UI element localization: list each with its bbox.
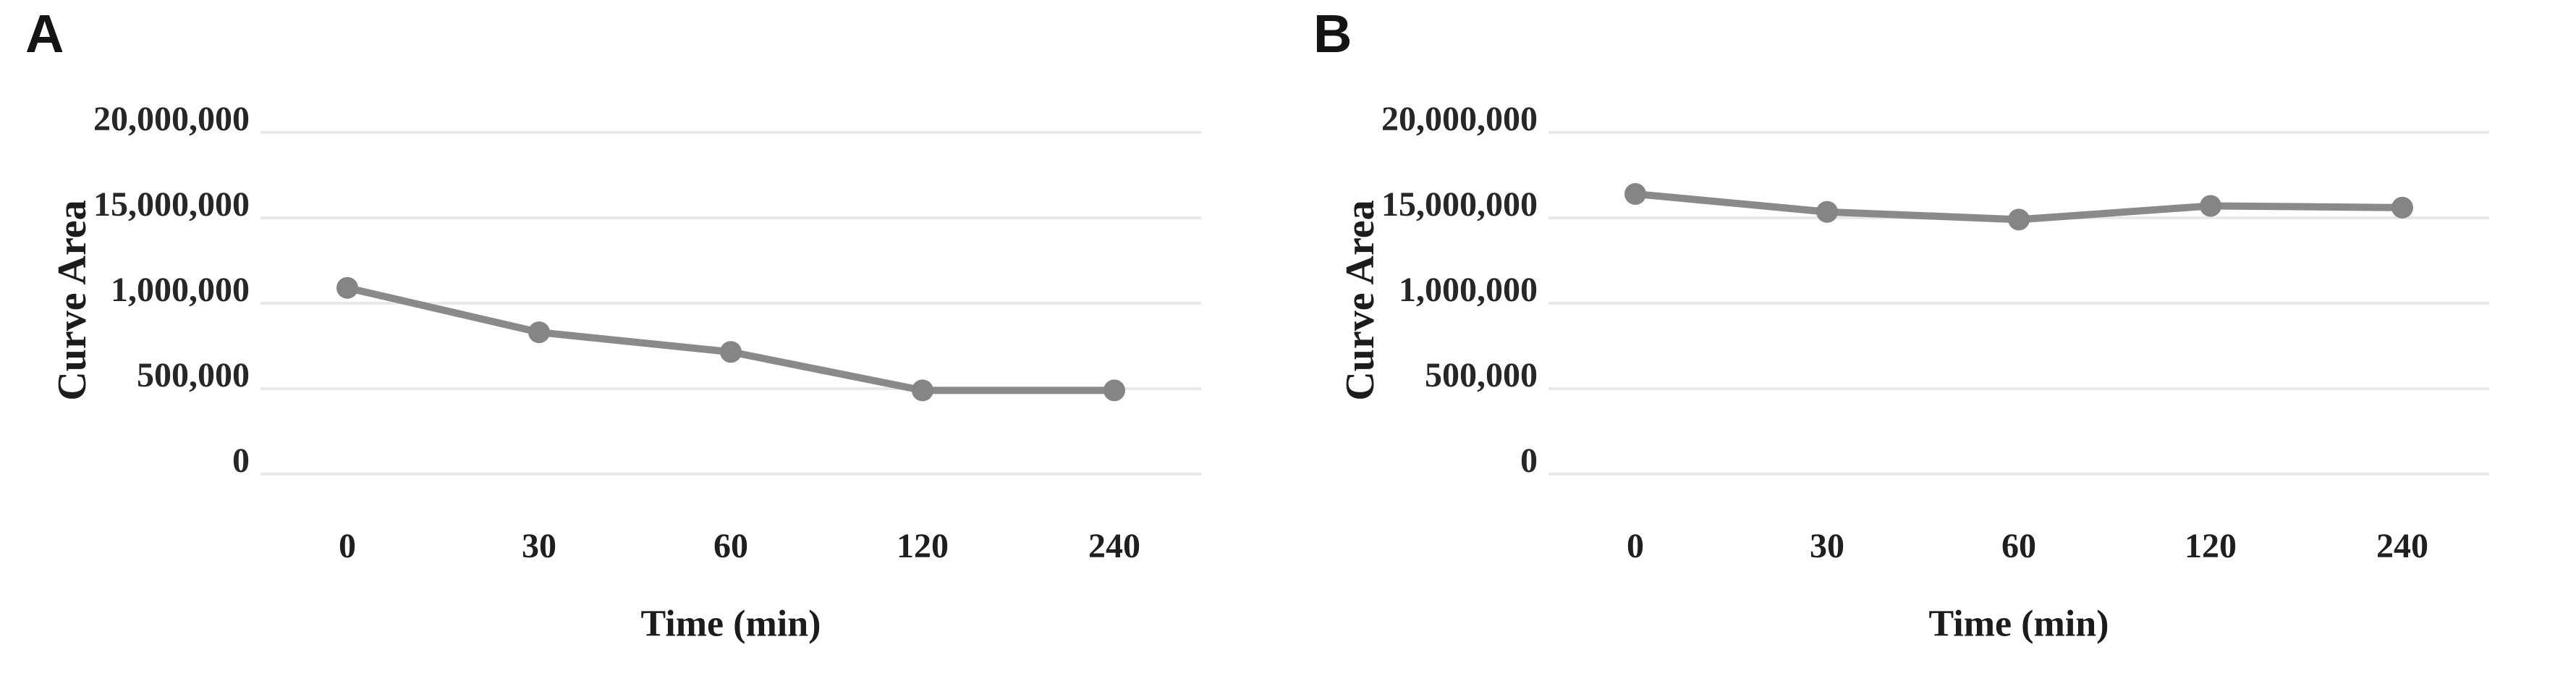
data-point-marker bbox=[2008, 208, 2030, 231]
x-axis-tick-label: 240 bbox=[1088, 527, 1140, 565]
y-axis-tick-label: 20,000,000 bbox=[93, 100, 250, 138]
x-axis-tick-label: 60 bbox=[2001, 527, 2036, 565]
y-axis-tick-label: 1,000,000 bbox=[111, 271, 250, 309]
x-axis-tick-label: 120 bbox=[2185, 527, 2237, 565]
panel-b-chart-svg bbox=[1548, 131, 2489, 476]
panel-b-x-axis-title: Time (min) bbox=[1928, 603, 2109, 645]
data-point-marker bbox=[720, 341, 742, 363]
x-axis-tick-label: 120 bbox=[897, 527, 949, 565]
y-axis-tick-label: 15,000,000 bbox=[1381, 185, 1538, 224]
x-axis-tick-label: 0 bbox=[339, 527, 356, 565]
panel-a-x-axis-title: Time (min) bbox=[640, 603, 821, 645]
y-axis-tick-label: 500,000 bbox=[137, 356, 250, 394]
data-point-marker bbox=[2200, 195, 2221, 217]
y-axis-tick-label: 1,000,000 bbox=[1399, 271, 1538, 309]
panel-b-letter: B bbox=[1313, 4, 1352, 64]
y-axis-tick-label: 500,000 bbox=[1425, 356, 1538, 394]
data-point-marker bbox=[2391, 196, 2413, 219]
x-axis-tick-label: 0 bbox=[1627, 527, 1644, 565]
panel-a: A Curve Area Time (min) 20,000,000 15,000… bbox=[25, 4, 1201, 645]
data-point-marker bbox=[336, 276, 358, 299]
data-point-marker bbox=[1816, 200, 1838, 223]
panel-a-chart-svg bbox=[260, 131, 1201, 476]
x-axis-tick-label: 60 bbox=[713, 527, 748, 565]
y-axis-tick-label: 20,000,000 bbox=[1381, 100, 1538, 138]
data-point-marker bbox=[912, 379, 933, 402]
data-point-marker bbox=[1103, 379, 1125, 402]
data-point-marker bbox=[1624, 182, 1646, 205]
x-axis-tick-label: 30 bbox=[1810, 527, 1844, 565]
panel-a-letter: A bbox=[25, 4, 64, 64]
panel-b: B Curve Area Time (min) 20,000,000 15,000… bbox=[1288, 0, 2576, 676]
x-axis-tick-label: 240 bbox=[2376, 527, 2428, 565]
data-point-marker bbox=[528, 321, 550, 344]
x-axis-tick-label: 30 bbox=[522, 527, 556, 565]
y-axis-tick-label: 15,000,000 bbox=[93, 185, 250, 224]
y-axis-tick-label: 0 bbox=[1520, 441, 1538, 480]
y-axis-tick-label: 0 bbox=[232, 441, 250, 480]
